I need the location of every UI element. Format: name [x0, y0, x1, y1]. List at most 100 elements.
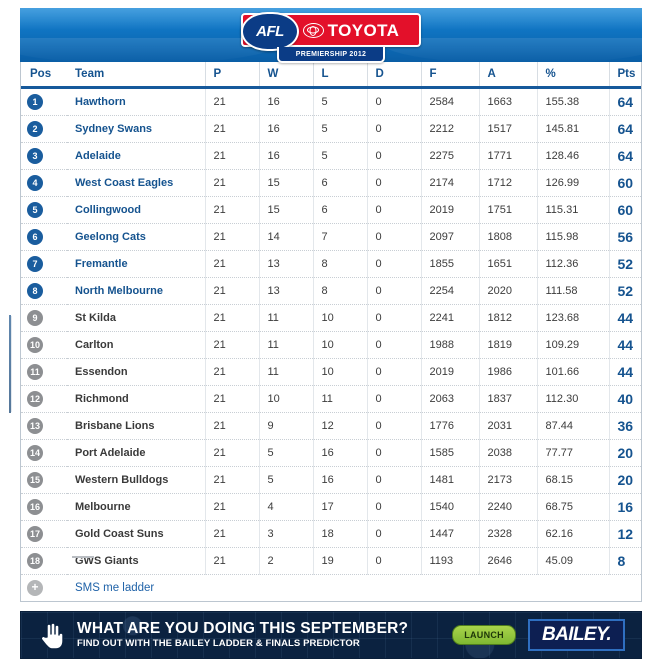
cell-team-name[interactable]: Melbourne	[67, 493, 206, 521]
cell-played: 21	[205, 250, 260, 278]
col-header-for[interactable]: F	[421, 62, 480, 89]
cell-percentage: 128.46	[537, 142, 610, 170]
col-header-lost[interactable]: L	[313, 62, 368, 89]
cell-points-for: 2174	[421, 169, 480, 197]
cell-drawn: 0	[367, 142, 422, 170]
position-badge: 2	[27, 121, 43, 137]
table-row[interactable]: 9 St Kilda 21 11 10 0 2241 1812 123.68 44	[21, 304, 641, 332]
col-header-pos[interactable]: Pos	[21, 62, 67, 89]
cell-drawn: 0	[367, 331, 422, 359]
cell-played: 21	[205, 304, 260, 332]
cell-team-name[interactable]: Essendon	[67, 358, 206, 386]
position-badge: 10	[27, 337, 43, 353]
cell-drawn: 0	[367, 115, 422, 143]
col-header-percentage[interactable]: %	[537, 62, 610, 89]
cell-won: 11	[259, 358, 314, 386]
cell-team-name[interactable]: Port Adelaide	[67, 439, 206, 467]
col-header-won[interactable]: W	[259, 62, 314, 89]
table-row[interactable]: 7 Fremantle 21 13 8 0 1855 1651 112.36 52	[21, 250, 641, 278]
cell-team-name[interactable]: Hawthorn	[67, 87, 206, 116]
cell-lost: 10	[313, 331, 368, 359]
cell-team-name[interactable]: GWS Giants	[67, 547, 206, 575]
cell-drawn: 0	[367, 277, 422, 305]
table-row[interactable]: 6 Geelong Cats 21 14 7 0 2097 1808 115.98 56	[21, 223, 641, 251]
cell-percentage: 62.16	[537, 520, 610, 548]
cell-points-against: 2038	[479, 439, 538, 467]
col-header-team[interactable]: Team	[67, 62, 206, 89]
cell-lost: 16	[313, 466, 368, 494]
position-badge: 14	[27, 445, 43, 461]
cell-percentage: 101.66	[537, 358, 610, 386]
cell-team-name[interactable]: Geelong Cats	[67, 223, 206, 251]
cell-team-name[interactable]: Richmond	[67, 385, 206, 413]
table-row[interactable]: 11 Essendon 21 11 10 0 2019 1986 101.66 44	[21, 358, 641, 386]
cell-percentage: 112.36	[537, 250, 610, 278]
table-row[interactable]: 13 Brisbane Lions 21 9 12 0 1776 2031 87.44 36	[21, 412, 641, 440]
table-row[interactable]: 12 Richmond 21 10 11 0 2063 1837 112.30 40	[21, 385, 641, 413]
cell-position: 14	[21, 439, 67, 467]
cell-played: 21	[205, 358, 260, 386]
cell-points-against: 1751	[479, 196, 538, 224]
position-badge: 8	[27, 283, 43, 299]
bailey-ad-banner[interactable]: WHAT ARE YOU DOING THIS SEPTEMBER? FIND …	[20, 611, 642, 659]
toyota-wordmark: TOYOTA	[327, 20, 400, 40]
cell-points-against: 1771	[479, 142, 538, 170]
position-badge: 16	[27, 499, 43, 515]
afl-logo-text: AFL	[256, 23, 284, 40]
col-header-drawn[interactable]: D	[367, 62, 422, 89]
position-badge: 13	[27, 418, 43, 434]
table-row[interactable]: 3 Adelaide 21 16 5 0 2275 1771 128.46 64	[21, 142, 641, 170]
cell-percentage: 123.68	[537, 304, 610, 332]
cell-points-against: 2646	[479, 547, 538, 575]
table-row[interactable]: 4 West Coast Eagles 21 15 6 0 2174 1712 126.99 60	[21, 169, 641, 197]
cell-lost: 11	[313, 385, 368, 413]
table-row[interactable]: 5 Collingwood 21 15 6 0 2019 1751 115.31 60	[21, 196, 641, 224]
cell-team-name[interactable]: Adelaide	[67, 142, 206, 170]
sms-me-ladder-link[interactable]: SMS me ladder	[67, 574, 641, 601]
col-header-against[interactable]: A	[479, 62, 538, 89]
launch-button[interactable]: LAUNCH	[452, 625, 516, 645]
cell-team-name[interactable]: West Coast Eagles	[67, 169, 206, 197]
bottom-dash-artifact	[72, 556, 94, 558]
toyota-lockup: TOYOTA	[302, 20, 400, 40]
cell-points-for: 1988	[421, 331, 480, 359]
cell-won: 5	[259, 439, 314, 467]
cell-team-name[interactable]: St Kilda	[67, 304, 206, 332]
col-header-played[interactable]: P	[205, 62, 260, 89]
table-row[interactable]: 8 North Melbourne 21 13 8 0 2254 2020 111.58 52	[21, 277, 641, 305]
position-badge: 5	[27, 202, 43, 218]
header-arc-right	[380, 38, 662, 64]
table-row[interactable]: 16 Melbourne 21 4 17 0 1540 2240 68.75 16	[21, 493, 641, 521]
cell-team-name[interactable]: Sydney Swans	[67, 115, 206, 143]
cell-team-name[interactable]: Carlton	[67, 331, 206, 359]
table-row[interactable]: 14 Port Adelaide 21 5 16 0 1585 2038 77.77 20	[21, 439, 641, 467]
cell-team-name[interactable]: Fremantle	[67, 250, 206, 278]
cell-won: 2	[259, 547, 314, 575]
table-row[interactable]: 1 Hawthorn 21 16 5 0 2584 1663 155.38 64	[21, 87, 641, 116]
table-row[interactable]: 18 GWS Giants 21 2 19 0 1193 2646 45.09 8	[21, 547, 641, 575]
table-row[interactable]: 17 Gold Coast Suns 21 3 18 0 1447 2328 62.16 12	[21, 520, 641, 548]
cell-team-name[interactable]: Western Bulldogs	[67, 466, 206, 494]
cell-played: 21	[205, 169, 260, 197]
col-header-points[interactable]: Pts	[609, 62, 641, 89]
cell-points: 20	[609, 439, 641, 467]
cell-position: 5	[21, 196, 67, 224]
table-row[interactable]: 15 Western Bulldogs 21 5 16 0 1481 2173 68.15 20	[21, 466, 641, 494]
cell-team-name[interactable]: Collingwood	[67, 196, 206, 224]
cell-team-name[interactable]: Brisbane Lions	[67, 412, 206, 440]
table-row[interactable]: 10 Carlton 21 11 10 0 1988 1819 109.29 44	[21, 331, 641, 359]
cell-points-for: 2254	[421, 277, 480, 305]
cell-lost: 12	[313, 412, 368, 440]
cell-won: 10	[259, 385, 314, 413]
cell-played: 21	[205, 196, 260, 224]
cell-lost: 18	[313, 520, 368, 548]
cell-points-against: 2020	[479, 277, 538, 305]
cell-team-name[interactable]: Gold Coast Suns	[67, 520, 206, 548]
cell-drawn: 0	[367, 520, 422, 548]
cell-team-name[interactable]: North Melbourne	[67, 277, 206, 305]
position-badge: 11	[27, 364, 43, 380]
cell-played: 21	[205, 412, 260, 440]
cell-position: 16	[21, 493, 67, 521]
sms-me-ladder-row[interactable]: + SMS me ladder	[21, 574, 641, 601]
table-row[interactable]: 2 Sydney Swans 21 16 5 0 2212 1517 145.81 64	[21, 115, 641, 143]
